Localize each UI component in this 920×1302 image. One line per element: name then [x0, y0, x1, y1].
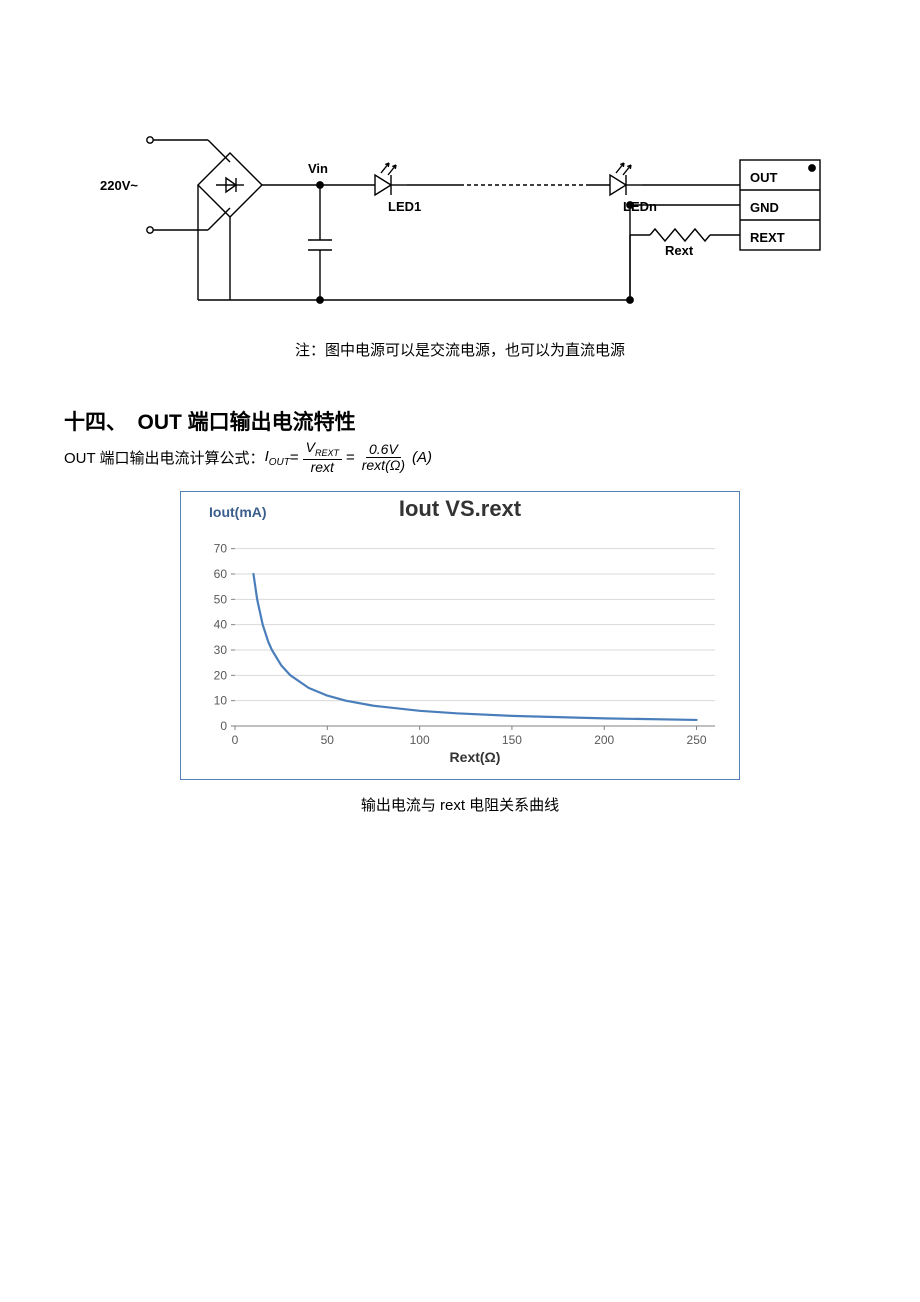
- section-heading: 十四、 OUT 端口输出电流特性: [64, 406, 920, 436]
- chart-caption: 输出电流与 rext 电阻关系曲线: [0, 794, 920, 815]
- svg-text:0: 0: [220, 719, 227, 733]
- svg-text:LED1: LED1: [388, 199, 421, 214]
- svg-text:70: 70: [214, 542, 228, 556]
- svg-text:20: 20: [214, 668, 228, 682]
- svg-text:50: 50: [214, 592, 228, 606]
- chart-title: Iout VS.rext: [187, 496, 733, 522]
- svg-text:OUT: OUT: [750, 170, 778, 185]
- svg-text:200: 200: [594, 733, 614, 747]
- formula-iout: IOUT: [265, 448, 290, 468]
- formula-prefix: OUT 端口输出电流计算公式：: [64, 447, 265, 468]
- formula: OUT 端口输出电流计算公式： IOUT = VREXT rext = 0.6V…: [64, 440, 920, 475]
- circuit-diagram: 220V~VinLED1LEDnOUTGNDREXTRext: [90, 120, 830, 325]
- svg-text:250: 250: [687, 733, 707, 747]
- svg-text:40: 40: [214, 618, 228, 632]
- formula-frac1: VREXT rext: [303, 440, 342, 475]
- formula-frac2: 0.6V rext(Ω): [359, 442, 408, 474]
- svg-text:0: 0: [232, 733, 239, 747]
- svg-text:150: 150: [502, 733, 522, 747]
- svg-text:220V~: 220V~: [100, 178, 138, 193]
- svg-text:Rext(Ω): Rext(Ω): [450, 749, 501, 765]
- svg-text:Rext: Rext: [665, 243, 694, 258]
- svg-text:100: 100: [410, 733, 430, 747]
- svg-text:Vin: Vin: [308, 161, 328, 176]
- chart-container: Iout(mA) Iout VS.rext 010203040506070050…: [180, 491, 740, 780]
- svg-text:50: 50: [321, 733, 335, 747]
- chart-plot: 0 10 20 30 40 50 60 70 0 50 100 150 200 250 Rext(Ω): [187, 528, 731, 768]
- svg-text:30: 30: [214, 643, 228, 657]
- svg-text:60: 60: [214, 567, 228, 581]
- svg-text:10: 10: [214, 694, 228, 708]
- svg-text:GND: GND: [750, 200, 779, 215]
- svg-text:REXT: REXT: [750, 230, 785, 245]
- circuit-note: 注：图中电源可以是交流电源，也可以为直流电源: [0, 339, 920, 360]
